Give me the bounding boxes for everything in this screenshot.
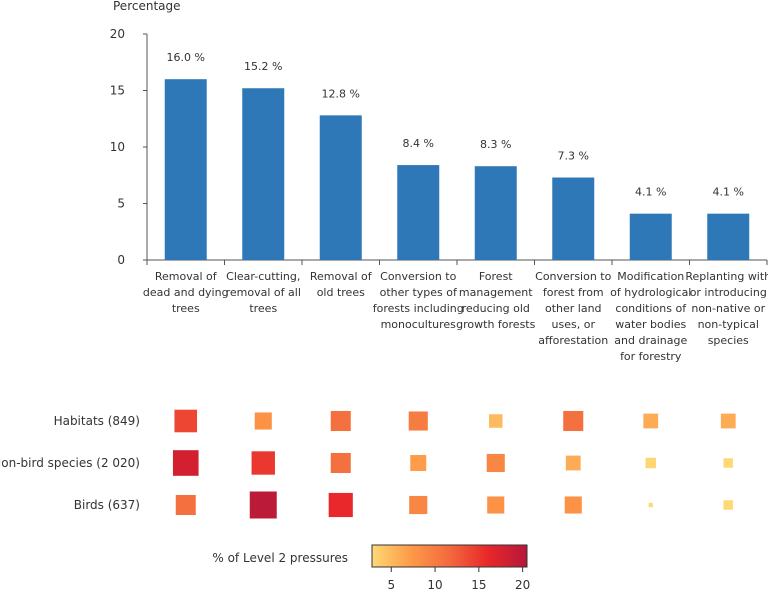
x-category-label: Conversion to forest from other land uses, … xyxy=(535,270,611,347)
heatmap-cell xyxy=(648,502,653,508)
heatmap-cell xyxy=(330,452,351,474)
bar xyxy=(707,213,750,260)
heatmap-cell xyxy=(486,453,505,473)
bar-data-label: 7.3 % xyxy=(558,150,589,163)
bar xyxy=(629,213,672,260)
bar-data-label: 12.8 % xyxy=(322,87,360,100)
heatmap-cell xyxy=(645,457,656,469)
heatmap-cell xyxy=(489,414,503,428)
heatmap-cell xyxy=(409,495,428,515)
x-category-label: Conversion to other types of forests inclu… xyxy=(373,270,464,331)
heatmap-cell xyxy=(643,413,659,429)
heatmap: Habitats (849) Non-bird species (2 020) Bi… xyxy=(0,409,736,519)
heatmap-cell xyxy=(565,455,581,471)
heatmap-cell xyxy=(172,450,199,476)
colorbar-legend: % of Level 2 pressures 5 10 15 20 xyxy=(212,544,530,592)
bar-data-label: 4.1 % xyxy=(713,186,744,199)
heatmap-cell xyxy=(487,496,505,514)
colorbar-label: % of Level 2 pressures xyxy=(212,551,348,565)
colorbar-tick-label: 5 xyxy=(387,578,395,592)
bar xyxy=(552,177,595,260)
heatmap-cell xyxy=(328,492,353,518)
bar-data-label: 15.2 % xyxy=(244,60,282,73)
heatmap-cell xyxy=(174,409,198,433)
heatmap-cell xyxy=(251,451,275,475)
x-category-label: Replanting with or introducing non-native … xyxy=(685,270,768,347)
heatmap-cell xyxy=(330,410,351,432)
bar xyxy=(319,115,362,260)
heatmap-cell xyxy=(408,411,428,431)
heatmap-cell xyxy=(563,410,584,432)
x-category-label: Removal of old trees xyxy=(310,270,373,299)
bar xyxy=(397,165,440,260)
heatmap-cell xyxy=(723,500,734,510)
bar-data-label: 8.4 % xyxy=(403,137,434,150)
y-tick-label: 20 xyxy=(110,27,125,41)
y-tick-label: 0 xyxy=(117,253,125,267)
y-tick-label: 10 xyxy=(110,140,125,154)
heatmap-cell xyxy=(175,494,196,516)
x-category-label: Removal of dead and dying trees xyxy=(143,270,229,315)
colorbar-tick-label: 20 xyxy=(515,578,530,592)
y-tick-label: 15 xyxy=(110,84,125,98)
heatmap-row-label: Non-bird species (2 020) xyxy=(0,456,140,470)
heatmap-cell xyxy=(249,491,277,519)
heatmap-cell xyxy=(564,496,582,514)
bar-data-label: 16.0 % xyxy=(167,51,205,64)
bar xyxy=(242,88,285,261)
colorbar-tick-label: 15 xyxy=(471,578,486,592)
heatmap-row-label: Habitats (849) xyxy=(54,414,140,428)
colorbar-tick-label: 10 xyxy=(427,578,442,592)
heatmap-cell xyxy=(254,412,272,430)
y-axis-label: Percentage xyxy=(113,0,181,13)
heatmap-cell xyxy=(723,458,734,468)
colorbar xyxy=(371,544,528,568)
bar-data-label: 4.1 % xyxy=(635,186,666,199)
y-tick-label: 5 xyxy=(117,197,125,211)
heatmap-row-label: Birds (637) xyxy=(74,498,140,512)
x-category-label: Modification of hydrological conditions of… xyxy=(610,270,691,363)
x-category-label: Clear-cutting, removal of all trees xyxy=(226,270,301,315)
bar xyxy=(164,79,207,260)
heatmap-cell xyxy=(720,413,736,429)
bar-data-label: 8.3 % xyxy=(480,138,511,151)
bar xyxy=(474,166,517,260)
x-category-label: Forest management reducing old growth fores… xyxy=(456,270,535,331)
heatmap-cell xyxy=(410,455,427,471)
bars: 16.0 % Removal of dead and dying trees 15.2 … xyxy=(143,51,768,363)
